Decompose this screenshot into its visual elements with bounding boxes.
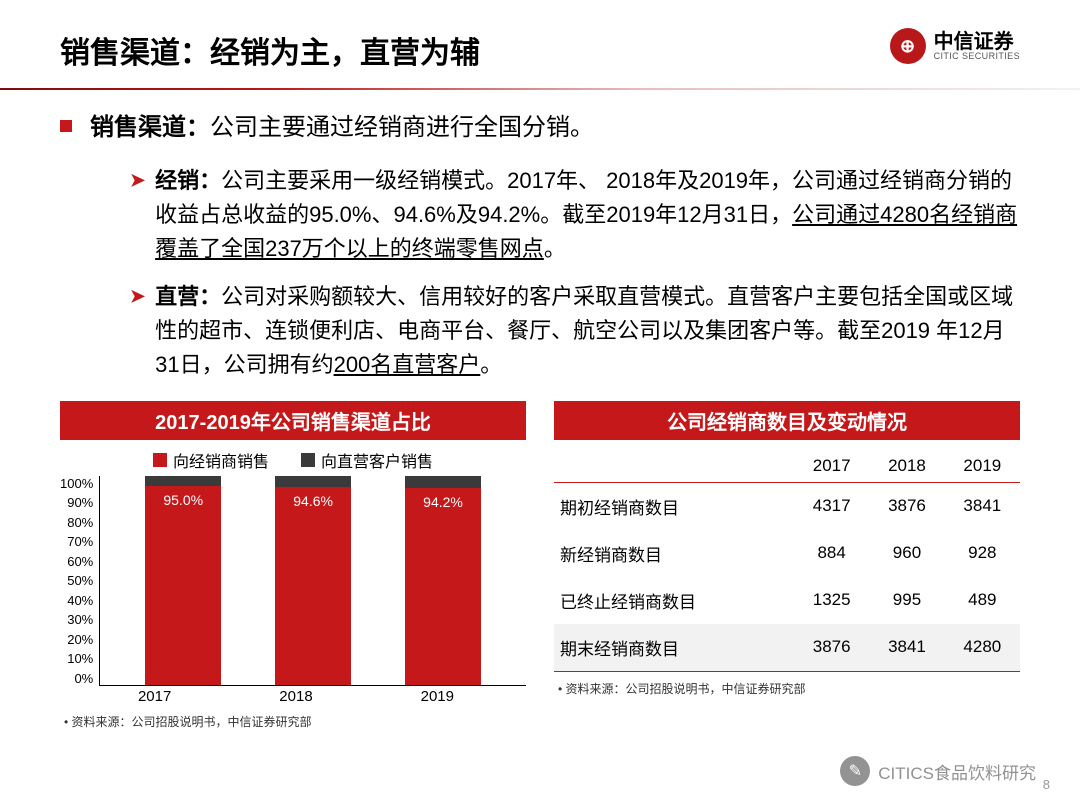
watermark-text: CITICS食品饮料研究 [878, 759, 1036, 784]
y-tick-label: 80% [67, 515, 93, 530]
distributor-table: 2017 2018 2019 期初经销商数目431738763841新经销商数目… [554, 450, 1020, 672]
page-title: 销售渠道：经销为主，直营为辅 [60, 28, 480, 72]
watermark-icon: ✎ [840, 756, 870, 786]
lead-label: 销售渠道： [90, 114, 210, 141]
table-source: 资料来源：公司招股说明书，中信证券研究部 [554, 680, 1020, 697]
y-tick-label: 30% [67, 612, 93, 627]
x-tick-label: 2019 [421, 688, 454, 705]
y-tick-label: 90% [67, 495, 93, 510]
x-axis: 2017 2018 2019 [60, 688, 526, 705]
legend-swatch [301, 453, 315, 467]
watermark: ✎ CITICS食品饮料研究 [840, 756, 1036, 786]
header: 销售渠道：经销为主，直营为辅 ⊕ 中信证券 CITIC SECURITIES [0, 0, 1080, 82]
chevron-icon: ➤ [130, 170, 145, 191]
table-row: 新经销商数目884960928 [554, 530, 1020, 577]
bar-value-label: 95.0% [163, 492, 203, 508]
y-tick-label: 0% [74, 671, 93, 686]
sub-bullet: ➤ 直营：公司对采购额较大、信用较好的客户采取直营模式。直营客户主要包括全国或区… [130, 280, 1020, 382]
chart-source: 资料来源：公司招股说明书，中信证券研究部 [60, 713, 526, 730]
legend-item: 向经销商销售 [153, 448, 269, 472]
bar-value-label: 94.6% [293, 493, 333, 509]
chart-panel: 2017-2019年公司销售渠道占比 向经销商销售 向直营客户销售 100% 90… [60, 401, 526, 730]
page-number: 8 [1043, 777, 1050, 792]
y-tick-label: 60% [67, 554, 93, 569]
y-axis: 100% 90% 80% 70% 60% 50% 40% 30% 20% 10% 0% [60, 476, 99, 706]
chart-title: 2017-2019年公司销售渠道占比 [60, 401, 526, 440]
bar: 94.2% [405, 476, 481, 685]
sub-bullet-list: ➤ 经销：公司主要采用一级经销模式。2017年、 2018年及2019年，公司通… [130, 164, 1020, 383]
x-tick-label: 2018 [279, 688, 312, 705]
brand-logo: ⊕ 中信证券 CITIC SECURITIES [890, 28, 1020, 64]
y-tick-label: 100% [60, 476, 93, 491]
bar-value-label: 94.2% [423, 494, 463, 510]
y-tick-label: 50% [67, 573, 93, 588]
sub-bullet: ➤ 经销：公司主要采用一级经销模式。2017年、 2018年及2019年，公司通… [130, 164, 1020, 266]
lead-bullet: 销售渠道：公司主要通过经销商进行全国分销。 [60, 110, 1020, 146]
y-tick-label: 40% [67, 593, 93, 608]
square-bullet-icon [60, 120, 72, 132]
y-tick-label: 10% [67, 651, 93, 666]
y-tick-label: 20% [67, 632, 93, 647]
logo-icon: ⊕ [890, 28, 926, 64]
legend-swatch [153, 453, 167, 467]
bar: 95.0% [145, 476, 221, 685]
table-title: 公司经销商数目及变动情况 [554, 401, 1020, 440]
y-tick-label: 70% [67, 534, 93, 549]
x-tick-label: 2017 [138, 688, 171, 705]
lower-panels: 2017-2019年公司销售渠道占比 向经销商销售 向直营客户销售 100% 90… [0, 397, 1080, 730]
logo-text-cn: 中信证券 [934, 32, 1020, 52]
chart-body: 100%90%80%70%60%50%40%30%20%10%0% 95.0%9… [60, 476, 526, 706]
logo-text-en: CITIC SECURITIES [934, 52, 1020, 61]
plot-area: 95.0% 94.6% 94.2% [99, 476, 526, 686]
bar: 94.6% [275, 476, 351, 685]
chart-legend: 向经销商销售 向直营客户销售 [60, 448, 526, 472]
chevron-icon: ➤ [130, 286, 145, 307]
lead-text: 公司主要通过经销商进行全国分销。 [210, 114, 594, 141]
legend-item: 向直营客户销售 [301, 448, 433, 472]
table-row: 期末经销商数目387638414280 [554, 624, 1020, 671]
content: 销售渠道：公司主要通过经销商进行全国分销。 ➤ 经销：公司主要采用一级经销模式。… [0, 90, 1080, 383]
table-row: 已终止经销商数目1325995489 [554, 577, 1020, 624]
table-panel: 公司经销商数目及变动情况 2017 2018 2019 期初经销商数目43173… [554, 401, 1020, 730]
table-row: 期初经销商数目431738763841 [554, 482, 1020, 530]
